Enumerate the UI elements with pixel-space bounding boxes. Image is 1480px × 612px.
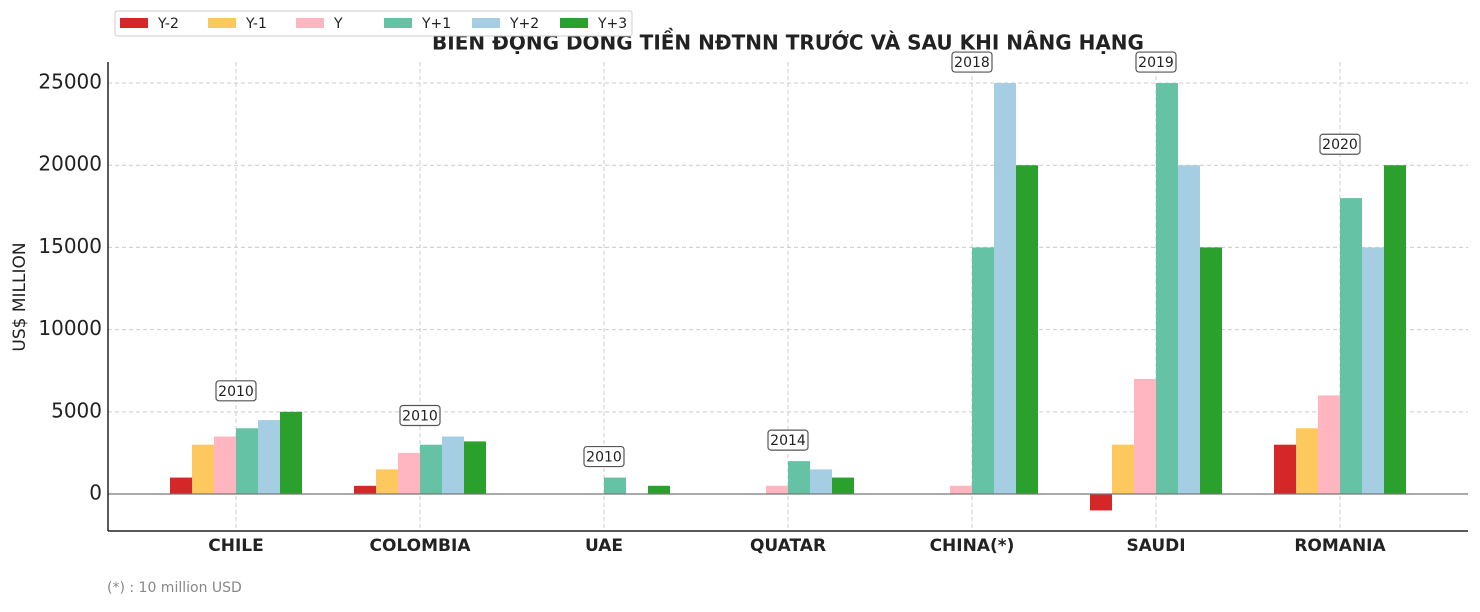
bar <box>1112 444 1134 495</box>
bar <box>464 441 486 495</box>
bar <box>1134 378 1156 495</box>
footnote: (*) : 10 million USD <box>107 580 242 596</box>
bar <box>788 461 810 495</box>
annotation: 2014 <box>770 433 806 449</box>
bar <box>170 477 192 495</box>
x-tick-label: UAE <box>585 536 623 556</box>
bar <box>192 444 214 495</box>
y-axis-label: US$ MILLION <box>10 242 30 351</box>
bar <box>398 452 420 495</box>
bar <box>236 428 258 495</box>
annotation-box <box>767 429 809 451</box>
bar <box>766 485 788 495</box>
bar <box>214 436 236 495</box>
annotation-box <box>215 380 257 402</box>
legend-label: Y-1 <box>245 16 267 32</box>
annotation: 2010 <box>218 384 254 400</box>
y-tick-label: 20000 <box>38 152 102 176</box>
y-tick-label: 10000 <box>38 316 102 340</box>
x-tick-label: COLOMBIA <box>370 536 472 556</box>
annotation: 2010 <box>586 450 622 466</box>
legend-swatch <box>208 18 236 28</box>
bar <box>972 247 994 495</box>
bar <box>810 469 832 495</box>
bar <box>420 444 442 495</box>
annotation-box <box>1319 133 1361 155</box>
bar <box>1340 198 1362 495</box>
legend-swatch <box>560 18 588 28</box>
legend-label: Y+3 <box>597 16 627 32</box>
y-tick-label: 0 <box>89 481 102 505</box>
x-tick-label: SAUDI <box>1126 536 1185 556</box>
legend-swatch <box>384 18 412 28</box>
bar <box>994 83 1016 495</box>
legend-label: Y+1 <box>421 16 451 32</box>
annotation-box <box>399 404 441 427</box>
bar <box>604 477 626 495</box>
grid <box>108 62 1468 531</box>
annotation-box <box>1135 51 1177 73</box>
y-tick-label: 25000 <box>38 70 102 94</box>
bar <box>950 485 972 495</box>
bar <box>1016 165 1038 495</box>
legend-swatch <box>472 18 500 28</box>
y-tick-label: 15000 <box>38 234 102 258</box>
bar <box>354 485 376 495</box>
bar <box>1200 247 1222 495</box>
legend-frame <box>114 10 633 37</box>
bar <box>258 420 280 495</box>
bar <box>648 485 670 495</box>
bar <box>442 436 464 495</box>
bar <box>1274 444 1296 495</box>
x-tick-label: CHINA(*) <box>930 536 1015 556</box>
x-tick-label: QUATAR <box>750 536 826 556</box>
legend-label: Y <box>333 16 343 32</box>
legend-label: Y-2 <box>157 16 179 32</box>
legend-label: Y+2 <box>509 16 539 32</box>
bar <box>1090 494 1112 511</box>
annotation: 2020 <box>1322 137 1358 153</box>
bar <box>1362 247 1384 495</box>
bar <box>1318 395 1340 495</box>
annotation: 2019 <box>1138 55 1174 71</box>
annotation: 2018 <box>954 55 990 71</box>
legend-swatch <box>120 18 148 28</box>
bar <box>1296 428 1318 495</box>
annotation-box <box>951 51 993 73</box>
legend: Y-2 Y-1 Y Y+1 Y+2 Y+3 <box>114 10 633 37</box>
bar <box>1156 83 1178 495</box>
y-tick-label: 5000 <box>51 398 102 422</box>
legend-swatch <box>296 18 324 28</box>
bar <box>1178 165 1200 495</box>
annotation: 2010 <box>402 408 438 424</box>
x-tick-label: CHILE <box>208 536 263 556</box>
bar <box>376 469 398 495</box>
bar <box>280 411 302 495</box>
bar <box>1384 165 1406 495</box>
x-tick-label: ROMANIA <box>1294 536 1386 556</box>
annotation-box <box>583 445 625 468</box>
bar <box>832 477 854 495</box>
